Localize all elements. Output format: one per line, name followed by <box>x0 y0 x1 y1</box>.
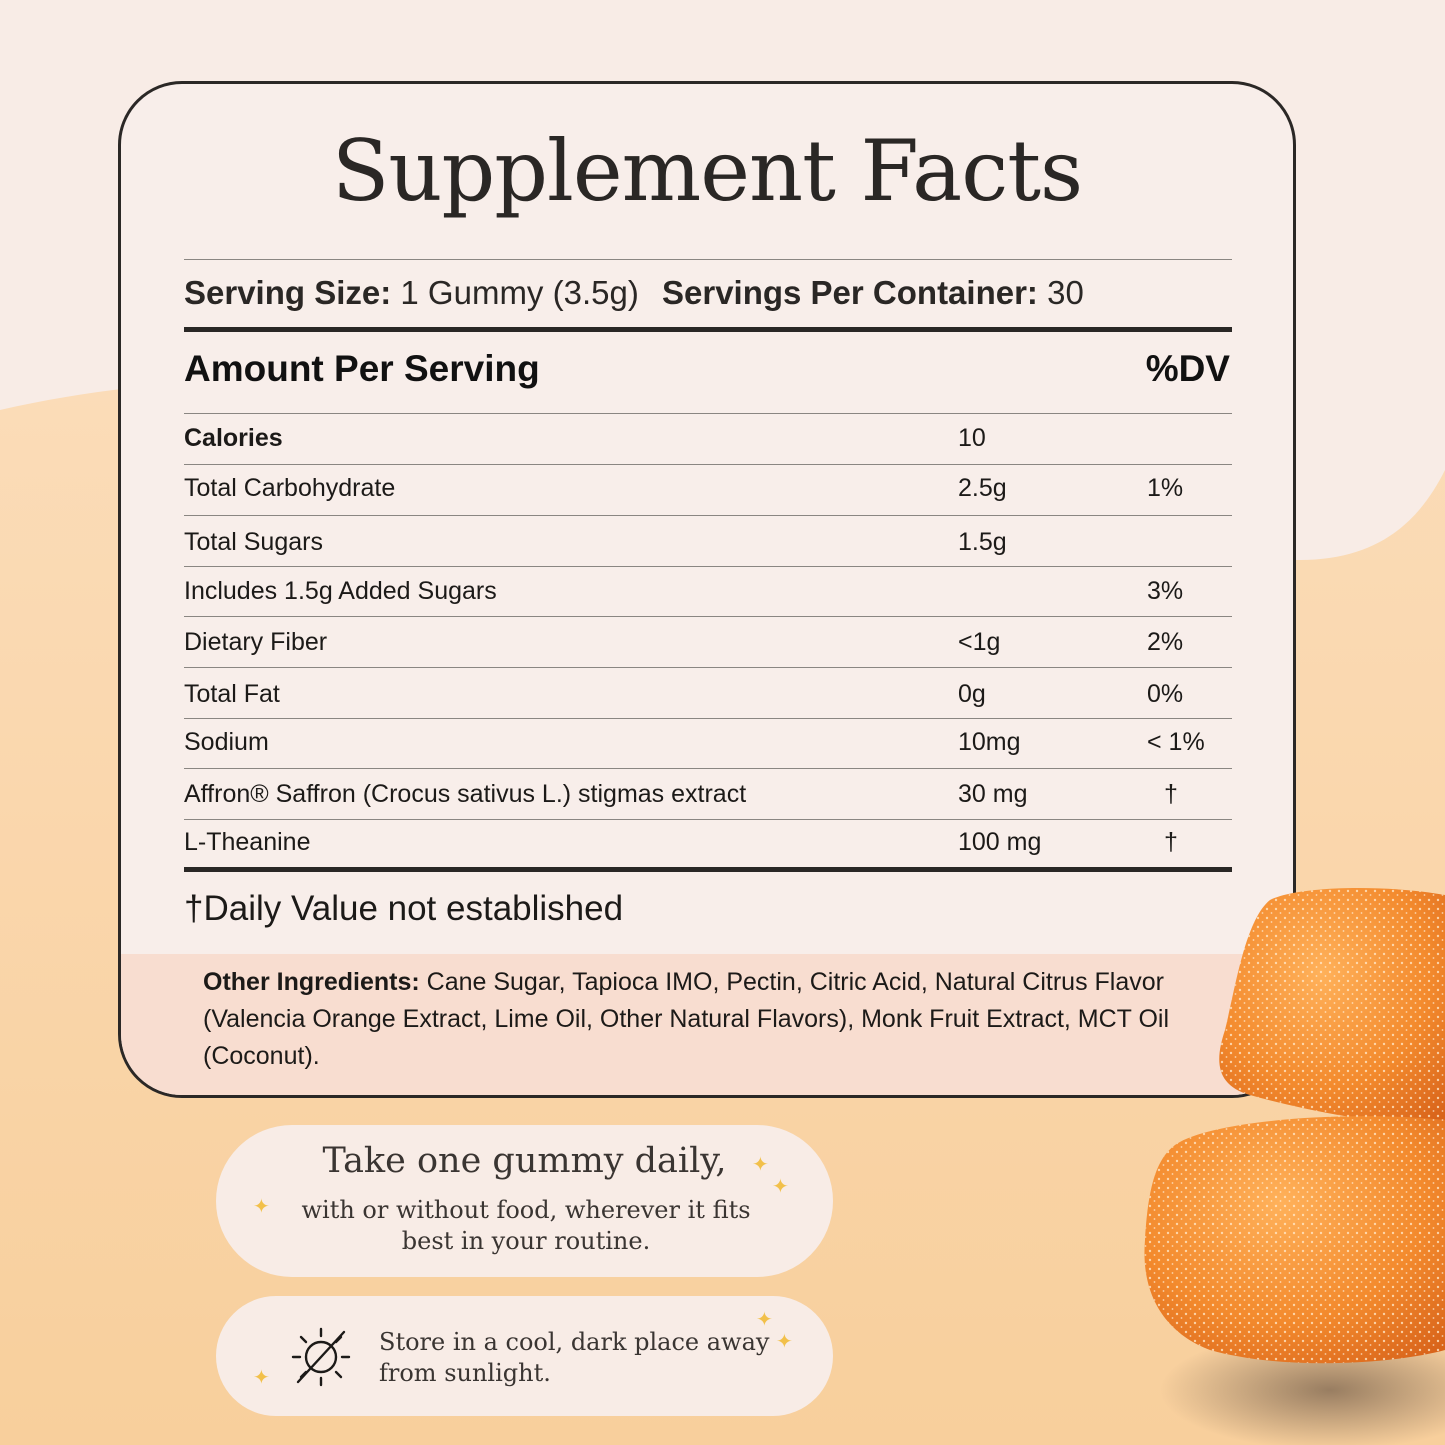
nutrient-name: Calories <box>184 424 283 452</box>
directions-pill: Take one gummy daily, with or without fo… <box>216 1125 833 1277</box>
table-row: Total Carbohydrate 2.5g 1% <box>184 464 1232 514</box>
divider <box>184 768 1232 769</box>
divider <box>184 464 1232 465</box>
amount-per-serving-heading: Amount Per Serving <box>184 348 540 389</box>
directions-text: with or without food, wherever it fits b… <box>301 1196 751 1255</box>
nutrient-name: Sodium <box>184 728 269 756</box>
footnote-text: Daily Value not established <box>203 889 624 928</box>
divider <box>184 413 1232 414</box>
serving-size-label: Serving Size: <box>184 274 392 311</box>
nutrient-amount: 0g <box>958 680 986 708</box>
table-row: Sodium 10mg < 1% <box>184 718 1232 768</box>
storage-pill: Store in a cool, dark place away from su… <box>216 1296 833 1416</box>
divider <box>184 667 1232 668</box>
nutrient-amount: 10 <box>958 424 986 452</box>
nutrient-amount: <1g <box>958 628 1001 656</box>
servings-per-container-value: 30 <box>1047 274 1084 311</box>
gummy-image <box>1144 888 1445 1445</box>
no-sun-icon <box>291 1327 351 1387</box>
sparkle-icon: ✦ <box>253 1367 270 1389</box>
nutrient-amount: 30 mg <box>958 780 1028 808</box>
divider <box>184 616 1232 617</box>
nutrient-dv: † <box>1164 780 1178 808</box>
table-row: Total Sugars 1.5g <box>184 518 1232 568</box>
sparkle-icon: ✦ <box>756 1309 773 1331</box>
nutrient-name: Total Sugars <box>184 528 323 556</box>
nutrient-dv: 3% <box>1147 577 1184 605</box>
ingredients-band <box>121 954 1293 1095</box>
nutrient-dv: < 1% <box>1147 728 1205 756</box>
nutrient-amount: 2.5g <box>958 474 1007 502</box>
servings-per-container-label: Servings Per Container: <box>661 274 1038 311</box>
nutrient-amount: 10mg <box>958 728 1021 756</box>
daily-value-footnote: †Daily Value not established <box>184 889 623 929</box>
daily-value-heading: %DV <box>1145 348 1230 389</box>
page-title: Supplement Facts <box>331 122 1083 220</box>
dagger-symbol: † <box>184 889 204 928</box>
serving-info: Serving Size: 1 Gummy (3.5g) Servings Pe… <box>184 274 1284 312</box>
ingredients-label: Other Ingredients: <box>203 968 420 996</box>
divider <box>184 259 1232 260</box>
nutrient-dv: † <box>1164 828 1178 856</box>
directions-title: Take one gummy daily, <box>322 1141 727 1181</box>
supplement-facts-card: Supplement Facts Serving Size: 1 Gummy (… <box>118 81 1296 1098</box>
ingredients-list: Cane Sugar, Tapioca IMO, Pectin, Citric … <box>203 968 1170 1070</box>
divider-thick <box>184 867 1232 872</box>
divider-thick <box>184 327 1232 332</box>
sparkle-icon: ✦ <box>772 1176 789 1198</box>
sparkle-icon: ✦ <box>776 1331 793 1353</box>
divider <box>184 515 1232 516</box>
nutrient-name: Dietary Fiber <box>184 628 328 656</box>
nutrient-name: Affron® Saffron (Crocus sativus L.) stig… <box>184 780 747 808</box>
table-row: Affron® Saffron (Crocus sativus L.) stig… <box>184 770 1232 820</box>
nutrient-name: Includes 1.5g Added Sugars <box>184 577 497 605</box>
sparkle-icon: ✦ <box>253 1196 270 1218</box>
nutrient-dv: 1% <box>1147 474 1184 502</box>
table-row: L-Theanine 100 mg † <box>184 818 1232 868</box>
nutrient-name: Total Fat <box>184 680 280 708</box>
divider <box>184 819 1232 820</box>
nutrient-amount: 100 mg <box>958 828 1042 856</box>
sparkle-icon: ✦ <box>752 1154 769 1176</box>
nutrient-dv: 0% <box>1147 680 1184 708</box>
nutrient-name: Total Carbohydrate <box>184 474 396 502</box>
storage-text: Store in a cool, dark place away from su… <box>379 1328 770 1387</box>
other-ingredients: Other Ingredients: Cane Sugar, Tapioca I… <box>203 964 1233 1075</box>
nutrient-amount: 1.5g <box>958 528 1007 556</box>
table-row: Total Fat 0g 0% <box>184 670 1232 720</box>
table-row: Includes 1.5g Added Sugars 3% <box>184 567 1232 617</box>
divider <box>184 566 1232 567</box>
nutrient-dv: 2% <box>1147 628 1184 656</box>
divider <box>184 718 1232 719</box>
serving-size-value: 1 Gummy (3.5g) <box>400 274 639 311</box>
table-row: Dietary Fiber <1g 2% <box>184 618 1232 668</box>
nutrient-name: L-Theanine <box>184 828 311 856</box>
table-row: Calories 10 <box>184 414 1232 464</box>
